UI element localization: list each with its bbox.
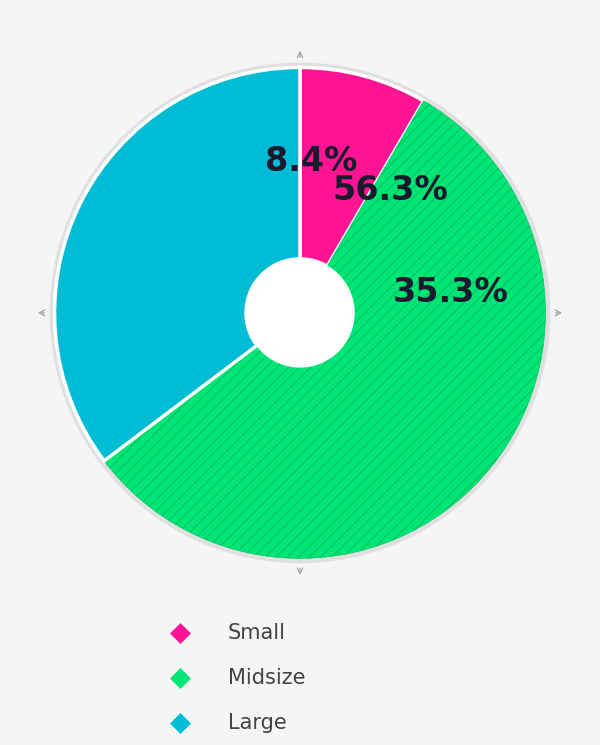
Text: Midsize: Midsize xyxy=(228,668,305,688)
Wedge shape xyxy=(55,68,300,461)
Text: Large: Large xyxy=(228,713,287,732)
Text: 8.4%: 8.4% xyxy=(265,145,358,177)
Wedge shape xyxy=(300,68,424,266)
Text: 35.3%: 35.3% xyxy=(393,276,509,309)
Circle shape xyxy=(246,259,354,367)
Circle shape xyxy=(50,63,550,563)
Text: 56.3%: 56.3% xyxy=(333,174,449,207)
Wedge shape xyxy=(104,101,545,558)
Circle shape xyxy=(56,69,544,557)
Text: Small: Small xyxy=(228,624,286,643)
